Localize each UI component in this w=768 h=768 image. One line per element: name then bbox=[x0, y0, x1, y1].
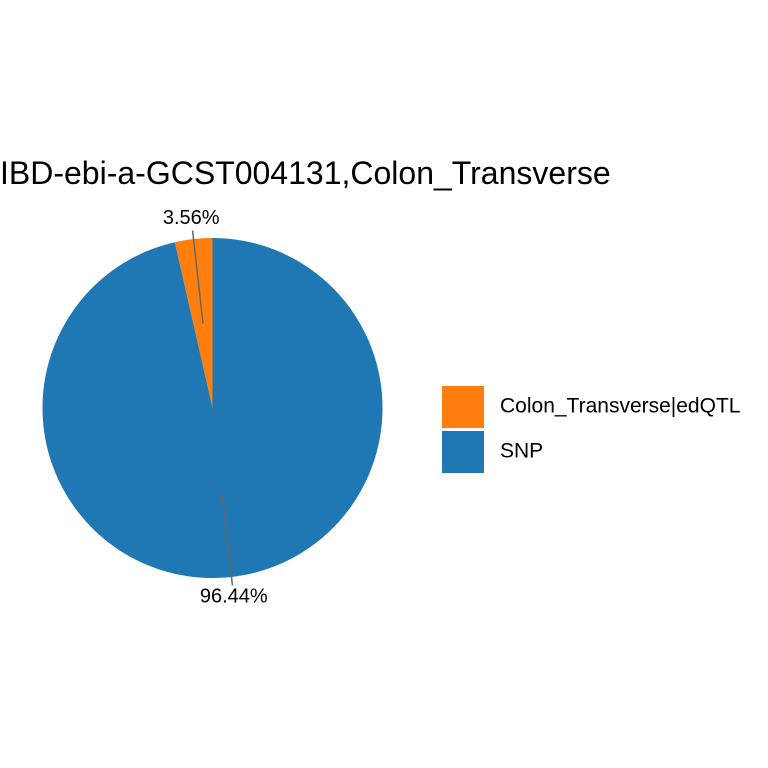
slice-labels: 3.56% 96.44% bbox=[163, 207, 268, 607]
legend-label-colon-transverse-edqtl: Colon_Transverse|edQTL bbox=[500, 395, 740, 418]
pie-slices bbox=[42, 238, 383, 578]
leader-line-colon-transverse-edqtl bbox=[191, 230, 204, 324]
slice-label-snp: 96.44% bbox=[200, 585, 268, 607]
pie-slice-colon-transverse-edqtl bbox=[174, 238, 213, 408]
chart-title: IBD-ebi-a-GCST004131,Colon_Transverse bbox=[0, 155, 611, 191]
leader-line-snp bbox=[221, 492, 234, 586]
leader-lines bbox=[191, 230, 234, 586]
legend-key-colon-transverse-edqtl bbox=[442, 386, 484, 428]
legend-key-snp bbox=[442, 431, 484, 473]
pie-slice-snp bbox=[42, 238, 383, 578]
legend-label-snp: SNP bbox=[500, 440, 543, 463]
legend: Colon_Transverse|edQTL SNP bbox=[442, 386, 740, 473]
slice-label-colon-transverse-edqtl: 3.56% bbox=[163, 207, 220, 229]
